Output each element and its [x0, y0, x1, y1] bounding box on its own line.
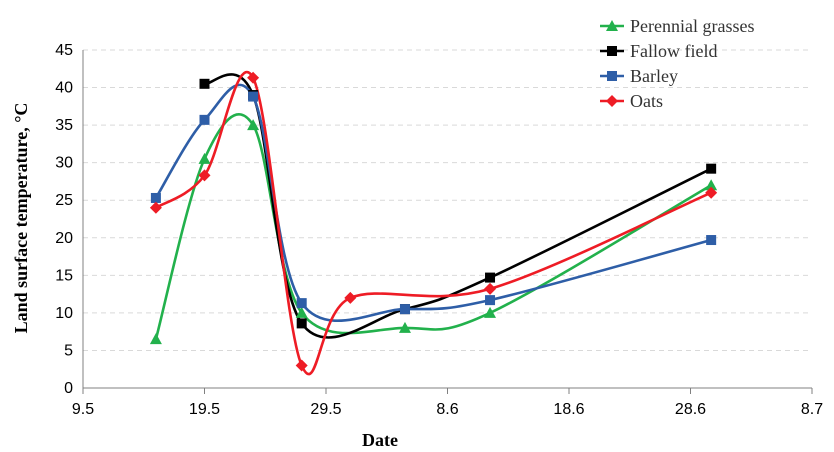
legend-item-perennial-grasses: Perennial grasses: [600, 16, 754, 36]
x-tick-label: 29.5: [310, 401, 341, 418]
y-tick-labels: 0 5 10 15 20 25 30 35 40 45: [55, 42, 73, 397]
data-point-oats: [247, 71, 260, 84]
legend-marker: [606, 20, 618, 31]
gridlines: [83, 49, 812, 351]
data-point-barley: [706, 235, 717, 246]
data-point-barley: [150, 192, 161, 203]
x-tick-label: 19.5: [189, 401, 220, 418]
data-point-perennial-grasses: [149, 333, 162, 345]
data-point-barley: [296, 298, 307, 309]
data-point-perennial-grasses: [484, 306, 497, 318]
series-markers: [149, 71, 718, 372]
y-tick-label: 10: [55, 305, 73, 322]
legend-marker: [607, 71, 617, 81]
x-tick-label: 9.5: [72, 401, 94, 418]
legend-marker: [607, 46, 617, 56]
series-lines: [154, 70, 713, 376]
data-point-oats: [149, 201, 162, 214]
legend-label: Perennial grasses: [630, 16, 754, 36]
y-tick-label: 45: [55, 42, 73, 59]
data-point-fallow-field: [485, 272, 496, 283]
y-tick-label: 30: [55, 155, 73, 172]
data-point-barley: [199, 114, 210, 125]
y-tick-label: 20: [55, 230, 73, 247]
data-point-perennial-grasses: [247, 119, 260, 131]
y-tick-label: 0: [64, 380, 73, 397]
y-tick-label: 25: [55, 192, 73, 209]
data-point-fallow-field: [199, 78, 210, 89]
data-point-barley: [399, 304, 410, 315]
data-point-perennial-grasses: [198, 152, 211, 164]
y-tick-label: 15: [55, 267, 73, 284]
data-point-oats: [198, 169, 211, 182]
x-tick-label: 18.6: [553, 401, 584, 418]
data-point-fallow-field: [296, 318, 307, 329]
y-tick-label: 40: [55, 80, 73, 97]
data-point-oats: [705, 186, 718, 199]
data-point-perennial-grasses: [705, 179, 718, 191]
axes: [82, 50, 813, 394]
y-tick-label: 5: [64, 342, 73, 359]
data-point-barley: [248, 91, 259, 102]
legend-item-oats: Oats: [600, 91, 663, 111]
series-line-perennial-grasses: [154, 113, 713, 341]
x-axis-title: Date: [362, 430, 398, 450]
x-tick-label: 8.6: [436, 401, 458, 418]
y-axis-title: Land surface temperature, °C: [11, 103, 31, 334]
data-point-perennial-grasses: [398, 321, 411, 333]
data-point-barley: [485, 295, 496, 306]
x-tick-label: 8.7: [801, 401, 823, 418]
data-point-perennial-grasses: [295, 306, 308, 318]
x-tick-label: 28.6: [675, 401, 706, 418]
series-line-fallow-field: [203, 73, 713, 339]
data-point-fallow-field: [706, 163, 717, 174]
x-tick-labels: 9.5 19.5 29.5 8.6 18.6 28.6 8.7: [72, 401, 823, 418]
legend-label: Oats: [630, 91, 663, 111]
legend-marker: [606, 95, 618, 107]
data-point-oats: [295, 359, 308, 372]
legend-item-fallow-field: Fallow field: [600, 41, 718, 61]
y-tick-label: 35: [55, 117, 73, 134]
legend-item-barley: Barley: [600, 66, 678, 86]
series-line-barley: [154, 83, 713, 322]
legend: Perennial grasses Fallow field Barley Oats: [600, 16, 754, 111]
legend-label: Barley: [630, 66, 678, 86]
data-point-oats: [344, 291, 357, 304]
data-point-oats: [484, 282, 497, 295]
legend-label: Fallow field: [630, 41, 718, 61]
